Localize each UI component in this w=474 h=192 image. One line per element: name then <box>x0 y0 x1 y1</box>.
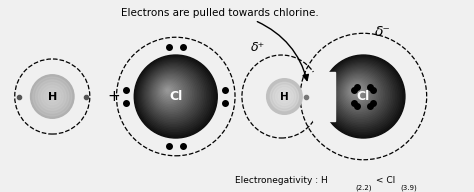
Text: (3.9): (3.9) <box>400 184 417 191</box>
Circle shape <box>141 62 207 128</box>
Circle shape <box>158 81 181 103</box>
Circle shape <box>338 72 381 115</box>
Circle shape <box>343 77 374 108</box>
Circle shape <box>281 93 288 100</box>
Text: Electronegativity : H: Electronegativity : H <box>235 176 328 185</box>
Circle shape <box>137 57 214 135</box>
Circle shape <box>325 59 400 133</box>
Circle shape <box>144 65 203 125</box>
Circle shape <box>333 67 388 122</box>
Circle shape <box>159 82 180 102</box>
Circle shape <box>165 88 171 94</box>
Text: Cl: Cl <box>357 90 370 103</box>
Text: H: H <box>48 92 57 102</box>
Text: < Cl: < Cl <box>374 176 396 185</box>
Circle shape <box>344 78 372 107</box>
Circle shape <box>136 56 216 136</box>
Circle shape <box>148 70 197 118</box>
Circle shape <box>331 65 391 125</box>
Circle shape <box>347 82 367 102</box>
Circle shape <box>153 74 190 112</box>
Circle shape <box>349 84 364 98</box>
Circle shape <box>149 71 195 117</box>
Circle shape <box>335 68 386 120</box>
Circle shape <box>155 77 186 108</box>
Circle shape <box>30 75 74 118</box>
Circle shape <box>275 88 293 105</box>
Circle shape <box>337 71 383 117</box>
Circle shape <box>166 89 169 92</box>
Circle shape <box>145 66 202 123</box>
Text: (2.2): (2.2) <box>356 184 372 191</box>
Circle shape <box>340 74 377 112</box>
Circle shape <box>283 96 285 98</box>
Circle shape <box>332 66 390 123</box>
Circle shape <box>324 57 401 135</box>
Circle shape <box>139 60 210 132</box>
Circle shape <box>339 73 379 113</box>
Circle shape <box>163 85 174 97</box>
Circle shape <box>161 83 178 100</box>
Bar <box>313 72 335 121</box>
Circle shape <box>46 91 58 102</box>
Circle shape <box>44 88 61 105</box>
Circle shape <box>162 84 176 98</box>
Text: δ⁺: δ⁺ <box>251 41 265 54</box>
Text: +: + <box>107 89 120 104</box>
Circle shape <box>36 80 69 113</box>
Circle shape <box>33 77 72 116</box>
Circle shape <box>348 83 365 100</box>
Circle shape <box>353 88 359 94</box>
Circle shape <box>346 81 369 103</box>
Circle shape <box>140 61 209 130</box>
Circle shape <box>150 72 193 115</box>
Text: H: H <box>280 92 289 102</box>
Circle shape <box>322 55 405 138</box>
Circle shape <box>273 85 296 108</box>
Circle shape <box>323 56 403 136</box>
Circle shape <box>354 89 357 92</box>
Circle shape <box>351 85 362 97</box>
Circle shape <box>164 87 173 95</box>
Circle shape <box>345 79 371 105</box>
Circle shape <box>41 85 64 108</box>
Circle shape <box>38 83 66 110</box>
Circle shape <box>157 79 183 105</box>
Circle shape <box>341 76 376 110</box>
Circle shape <box>151 73 191 113</box>
Circle shape <box>336 70 384 118</box>
Circle shape <box>156 78 184 107</box>
Circle shape <box>154 76 188 110</box>
Circle shape <box>146 67 200 122</box>
Circle shape <box>327 60 398 132</box>
Circle shape <box>137 59 212 133</box>
Text: Electrons are pulled towards chlorine.: Electrons are pulled towards chlorine. <box>121 7 319 17</box>
Circle shape <box>134 55 217 138</box>
Circle shape <box>352 87 360 95</box>
Circle shape <box>278 90 291 103</box>
Circle shape <box>328 61 396 130</box>
Circle shape <box>49 94 55 99</box>
Circle shape <box>267 79 302 114</box>
Text: Cl: Cl <box>169 90 182 103</box>
Circle shape <box>270 82 299 111</box>
Circle shape <box>330 64 393 127</box>
Circle shape <box>329 62 395 128</box>
Circle shape <box>142 64 205 127</box>
Circle shape <box>147 68 198 120</box>
Text: δ⁻: δ⁻ <box>375 25 391 39</box>
